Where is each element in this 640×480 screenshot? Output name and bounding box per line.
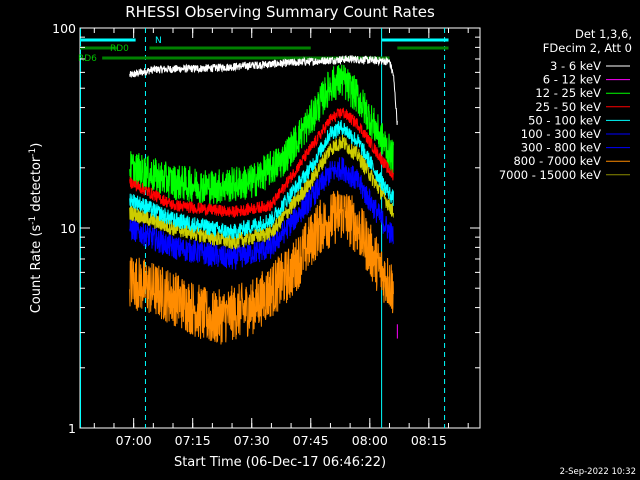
y-tick-label-0: 1	[68, 421, 76, 436]
x-tick-label-1: 07:15	[175, 433, 211, 448]
series-layer	[129, 55, 398, 345]
series-6	[129, 156, 394, 270]
legend-label-0: 3 - 6 keV	[550, 59, 601, 73]
legend-label-5: 100 - 300 keV	[521, 127, 601, 141]
legend-header-line2: FDecim 2, Att 0	[543, 41, 632, 55]
legend-label-8: 7000 - 15000 keV	[499, 168, 601, 182]
series-0	[129, 55, 398, 126]
y-axis-label: Count Rate (s-1 detector-1)	[28, 143, 44, 314]
series-3	[129, 107, 394, 218]
x-tick-label-5: 08:15	[411, 433, 447, 448]
axis-ticks: 1 10 100 07:00 07:15 07:30 07:45 08:00 08:15	[52, 21, 480, 448]
legend-label-6: 300 - 800 keV	[521, 141, 601, 155]
legend-label-3: 25 - 50 keV	[535, 100, 601, 114]
series-4	[129, 120, 394, 240]
legend-label-7: 800 - 7000 keV	[513, 154, 601, 168]
series-7	[129, 190, 394, 345]
y-tick-label-1: 10	[60, 221, 76, 236]
chart-title: RHESSI Observing Summary Count Rates	[125, 3, 435, 21]
series-2	[129, 64, 394, 205]
x-tick-label-0: 07:00	[116, 433, 152, 448]
legend-label-2: 12 - 25 keV	[535, 86, 601, 100]
legend-header-line1: Det 1,3,6,	[575, 27, 632, 41]
x-tick-label-4: 08:00	[352, 433, 388, 448]
rd6-label: RD6	[78, 54, 97, 64]
y-tick-label-2: 100	[52, 21, 76, 36]
x-tick-label-3: 07:45	[293, 433, 329, 448]
x-axis-label: Start Time (06-Dec-17 06:46:22)	[174, 455, 386, 470]
legend-label-4: 50 - 100 keV	[528, 113, 601, 127]
legend-label-1: 6 - 12 keV	[543, 73, 601, 87]
n-label: N	[155, 36, 162, 46]
timestamp: 2-Sep-2022 10:32	[560, 467, 636, 477]
x-tick-label-2: 07:30	[234, 433, 270, 448]
rd0-label: RD0	[110, 44, 129, 54]
